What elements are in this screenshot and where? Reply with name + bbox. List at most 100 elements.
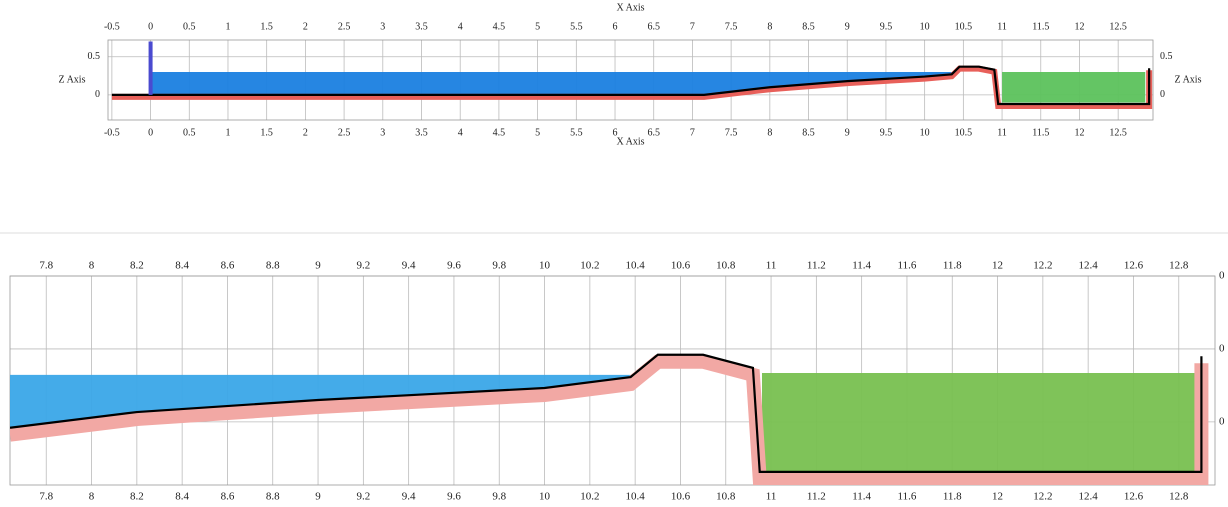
x-tick-label: 2.5: [338, 21, 351, 32]
x-tick-label: 2.5: [338, 127, 351, 138]
x-tick-label: 8.5: [802, 127, 815, 138]
bed-line: [111, 65, 1151, 106]
x-tick-label: 11: [766, 491, 777, 503]
x-tick-label: 9.5: [880, 127, 893, 138]
x-tick-label: 9: [315, 491, 321, 503]
x-tick-label: 4.5: [493, 127, 506, 138]
bed-band: [10, 354, 1209, 485]
y-tick-label: 0: [1219, 270, 1225, 282]
x-tick-label: 9.8: [492, 491, 506, 503]
plot-area: [10, 353, 1209, 485]
x-tick-label: 12.8: [1169, 260, 1189, 272]
x-tick-label: 12.5: [1109, 21, 1127, 32]
x-tick-label: 7.8: [39, 491, 53, 503]
panel: -0.5-0.5000.50.5111.51.5222.52.5333.53.5…: [59, 2, 1202, 147]
y-tick-label: 0: [95, 89, 100, 100]
x-tick-label: 12.8: [1169, 491, 1189, 503]
x-tick-label: 0: [148, 127, 153, 138]
x-tick-label: 12.2: [1033, 260, 1052, 272]
x-tick-label: 7: [690, 21, 695, 32]
x-tick-label: 3: [380, 21, 385, 32]
plot-frame: [107, 39, 1154, 121]
x-tick-label: 9: [845, 127, 850, 138]
x-tick-label: 9.5: [880, 21, 893, 32]
x-tick-label: 11.6: [898, 491, 917, 503]
x-tick-label: 9.6: [447, 260, 461, 272]
x-tick-label: 3.5: [415, 21, 428, 32]
x-tick-label: 10: [539, 491, 551, 503]
x-tick-label: 11.8: [943, 260, 962, 272]
x-tick-label: 8.6: [221, 260, 235, 272]
x-tick-label: 10.2: [580, 491, 599, 503]
x-tick-label: 3.5: [415, 127, 428, 138]
water-region: [150, 72, 956, 95]
x-tick-label: 9.6: [447, 491, 461, 503]
x-tick-label: 10.5: [955, 127, 973, 138]
x-tick-label: 4.5: [493, 21, 506, 32]
y-tick-label: 0.5: [88, 51, 101, 62]
x-tick-label: 8.5: [802, 21, 815, 32]
x-tick-label: 8.2: [130, 491, 144, 503]
x-tick-label: 9.8: [492, 260, 506, 272]
x-tick-label: 5.5: [570, 127, 583, 138]
x-tick-label: 12: [992, 260, 1003, 272]
x-tick-label: 12.6: [1124, 260, 1144, 272]
x-tick-label: 11.5: [1032, 127, 1049, 138]
x-tick-label: 9.4: [402, 491, 416, 503]
x-axis-title: X Axis: [616, 2, 644, 13]
water-region: [761, 373, 1197, 472]
x-tick-label: 1.5: [260, 21, 273, 32]
plot-area: [111, 41, 1153, 109]
x-tick-label: 0.5: [183, 21, 196, 32]
x-tick-label: 5: [535, 21, 540, 32]
y-tick-label: 0: [1160, 89, 1165, 100]
panel: 7.8 7.8 8 8 8.2 8.2 8.4 8.4 8.6 8.6 8.8 8.8 9 9 9.2 9.2…: [9, 260, 1225, 503]
x-tick-label: 8: [767, 127, 772, 138]
x-tick-label: 8: [89, 491, 95, 503]
x-tick-label: 8.8: [266, 260, 280, 272]
x-tick-label: 11.6: [898, 260, 917, 272]
x-tick-label: 4: [458, 127, 463, 138]
x-tick-label: 10: [920, 127, 930, 138]
x-tick-label: 11.5: [1032, 21, 1049, 32]
x-tick-label: 6: [613, 127, 618, 138]
x-tick-label: 9.2: [356, 491, 370, 503]
x-tick-label: 10.2: [580, 260, 599, 272]
x-tick-label: 11.4: [852, 260, 871, 272]
y-axis-title: Z Axis: [1175, 74, 1202, 85]
water-region: [1002, 72, 1146, 103]
x-tick-label: 9.4: [402, 260, 416, 272]
x-tick-label: 9.2: [356, 260, 370, 272]
x-tick-label: 12.6: [1124, 491, 1144, 503]
x-tick-label: 6: [613, 21, 618, 32]
water-region: [10, 374, 631, 428]
x-tick-label: 1: [225, 21, 230, 32]
x-tick-label: 8: [89, 260, 95, 272]
x-tick-label: 2: [303, 21, 308, 32]
y-tick-label: 0: [1219, 415, 1225, 427]
x-tick-label: 11.2: [807, 491, 826, 503]
x-tick-label: 8.4: [175, 260, 189, 272]
x-tick-label: 7: [690, 127, 695, 138]
x-tick-label: 11.4: [852, 491, 871, 503]
x-tick-label: 5: [535, 127, 540, 138]
x-tick-label: 10: [539, 260, 551, 272]
x-tick-label: 11.2: [807, 260, 826, 272]
x-tick-label: 11: [997, 21, 1007, 32]
bed-band: [111, 65, 1153, 109]
x-tick-label: 12: [992, 491, 1003, 503]
x-tick-label: 12: [1074, 21, 1084, 32]
x-tick-label: 7.5: [725, 127, 738, 138]
x-tick-label: -0.5: [104, 127, 120, 138]
x-tick-label: 9: [845, 21, 850, 32]
y-tick-label: 0.5: [1160, 51, 1173, 62]
x-axis-title: X Axis: [616, 136, 644, 147]
x-tick-label: 6.5: [647, 127, 660, 138]
x-tick-label: 10.4: [626, 260, 646, 272]
x-tick-label: 11.8: [943, 491, 962, 503]
x-tick-label: 11: [997, 127, 1007, 138]
x-tick-label: 10: [920, 21, 930, 32]
x-tick-label: 10.8: [716, 260, 736, 272]
x-tick-label: 0.5: [183, 127, 196, 138]
